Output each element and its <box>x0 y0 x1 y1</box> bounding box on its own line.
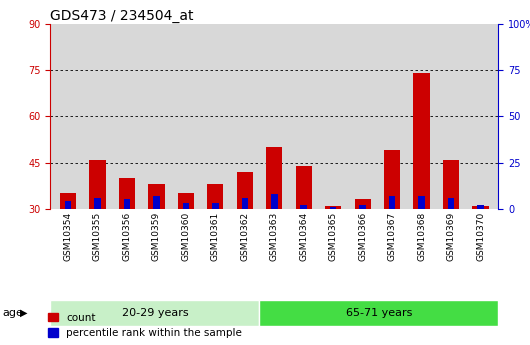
Bar <box>389 196 395 209</box>
Text: GSM10360: GSM10360 <box>181 211 190 261</box>
Bar <box>271 194 278 209</box>
Bar <box>65 201 71 209</box>
Bar <box>418 196 425 209</box>
Bar <box>207 184 224 209</box>
Bar <box>123 199 130 209</box>
Bar <box>266 147 282 209</box>
Text: GSM10368: GSM10368 <box>417 211 426 261</box>
Text: 65-71 years: 65-71 years <box>346 308 412 318</box>
Text: age: age <box>3 308 23 318</box>
Text: 20-29 years: 20-29 years <box>121 308 188 318</box>
Bar <box>60 193 76 209</box>
Text: GSM10359: GSM10359 <box>152 211 161 261</box>
Bar <box>242 198 248 209</box>
Bar <box>413 73 430 209</box>
Bar <box>330 207 337 209</box>
Legend: count, percentile rank within the sample: count, percentile rank within the sample <box>48 313 242 338</box>
Bar <box>355 199 371 209</box>
Bar <box>443 159 459 209</box>
Text: GSM10361: GSM10361 <box>211 211 220 261</box>
Text: GDS473 / 234504_at: GDS473 / 234504_at <box>50 9 194 23</box>
Text: GSM10369: GSM10369 <box>447 211 456 261</box>
Bar <box>325 206 341 209</box>
Text: GSM10367: GSM10367 <box>387 211 396 261</box>
Bar <box>448 198 454 209</box>
Bar <box>50 300 259 326</box>
Text: ▶: ▶ <box>20 308 28 318</box>
Bar <box>359 205 366 209</box>
Text: GSM10364: GSM10364 <box>299 211 308 260</box>
Bar <box>148 184 164 209</box>
Bar <box>237 172 253 209</box>
Bar <box>478 205 484 209</box>
Bar <box>384 150 400 209</box>
Text: GSM10356: GSM10356 <box>122 211 131 261</box>
Text: GSM10366: GSM10366 <box>358 211 367 261</box>
Text: GSM10370: GSM10370 <box>476 211 485 261</box>
Bar <box>90 159 105 209</box>
Text: GSM10363: GSM10363 <box>270 211 279 261</box>
Bar <box>259 300 498 326</box>
Text: GSM10362: GSM10362 <box>240 211 249 260</box>
Bar <box>472 206 489 209</box>
Text: GSM10354: GSM10354 <box>64 211 73 260</box>
Bar <box>212 203 218 209</box>
Bar <box>178 193 194 209</box>
Bar <box>301 205 307 209</box>
Text: GSM10365: GSM10365 <box>329 211 338 261</box>
Bar <box>94 198 101 209</box>
Bar <box>153 196 160 209</box>
Bar <box>183 203 189 209</box>
Text: GSM10355: GSM10355 <box>93 211 102 261</box>
Bar <box>296 166 312 209</box>
Bar <box>119 178 135 209</box>
